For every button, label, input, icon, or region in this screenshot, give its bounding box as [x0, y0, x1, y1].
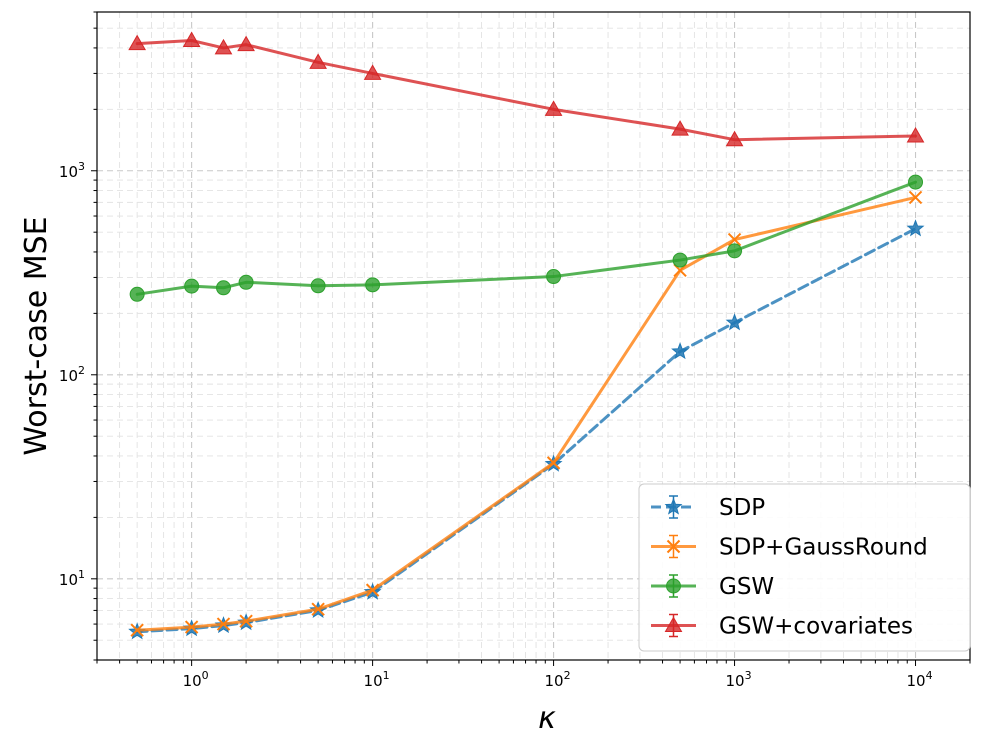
series-line: [135, 180, 918, 296]
legend-label: GSW+covariates: [719, 614, 913, 640]
data-point: [725, 313, 744, 331]
series-line: [135, 38, 918, 142]
data-point: [544, 100, 563, 116]
series-gsw-covariates: [128, 31, 925, 147]
data-point: [130, 623, 144, 637]
legend-box: [638, 483, 971, 652]
y-tick-label: 101: [59, 568, 85, 589]
data-point: [182, 31, 201, 47]
legend-entry: GSW+covariates: [651, 614, 913, 640]
x-tick-label: 102: [545, 669, 571, 690]
legend-label: GSW: [719, 574, 774, 600]
y-axis-title: Worst-case MSE: [19, 216, 54, 455]
data-point: [908, 174, 924, 190]
x-tick-label: 101: [364, 669, 390, 690]
axis-ticks: 100 101 102 103 104 101 102 103: [59, 11, 971, 690]
x-tick-label: 100: [183, 669, 209, 690]
legend-label: SDP: [719, 495, 765, 521]
legend-entry: SDP: [651, 495, 765, 521]
legend-marker: [666, 539, 681, 554]
legend: SDP SDP+GaussRound GSW GSW+covariates: [638, 483, 971, 652]
data-point: [311, 602, 325, 616]
series-line: [135, 227, 918, 634]
data-point: [237, 35, 255, 52]
series-layer: [128, 31, 925, 640]
legend-marker: [666, 578, 681, 594]
legend-entry: GSW: [651, 574, 774, 600]
data-point: [906, 127, 925, 143]
data-point: [546, 269, 562, 285]
legend-entry: SDP+GaussRound: [651, 535, 928, 561]
data-point: [671, 120, 689, 136]
x-tick-label: 104: [906, 669, 932, 690]
data-point: [184, 620, 199, 634]
data-point: [906, 219, 925, 237]
data-point: [214, 38, 233, 55]
y-tick-label: 103: [59, 160, 85, 181]
data-point: [129, 286, 145, 302]
legend-label: SDP+GaussRound: [719, 535, 928, 561]
data-point: [725, 130, 744, 147]
series-gsw: [129, 174, 924, 302]
data-point: [128, 34, 147, 51]
data-point: [239, 614, 253, 628]
x-tick-label: 103: [726, 669, 752, 690]
data-point: [363, 64, 382, 80]
data-point: [727, 243, 743, 259]
data-point: [309, 53, 327, 69]
x-axis-title: κ: [538, 701, 556, 736]
plot-frame: [96, 11, 971, 661]
data-point: [727, 232, 742, 247]
legend-marker: [664, 616, 683, 632]
data-point: [310, 278, 326, 294]
data-point: [908, 190, 923, 205]
data-point: [215, 280, 231, 296]
data-point: [365, 277, 381, 293]
data-point: [672, 252, 688, 268]
data-point: [365, 583, 380, 597]
data-point: [546, 456, 561, 470]
data-point: [671, 342, 690, 360]
data-point: [216, 617, 231, 631]
data-point: [238, 274, 254, 290]
data-point: [184, 278, 200, 294]
y-tick-label: 102: [59, 364, 85, 385]
legend-marker: [664, 497, 683, 515]
